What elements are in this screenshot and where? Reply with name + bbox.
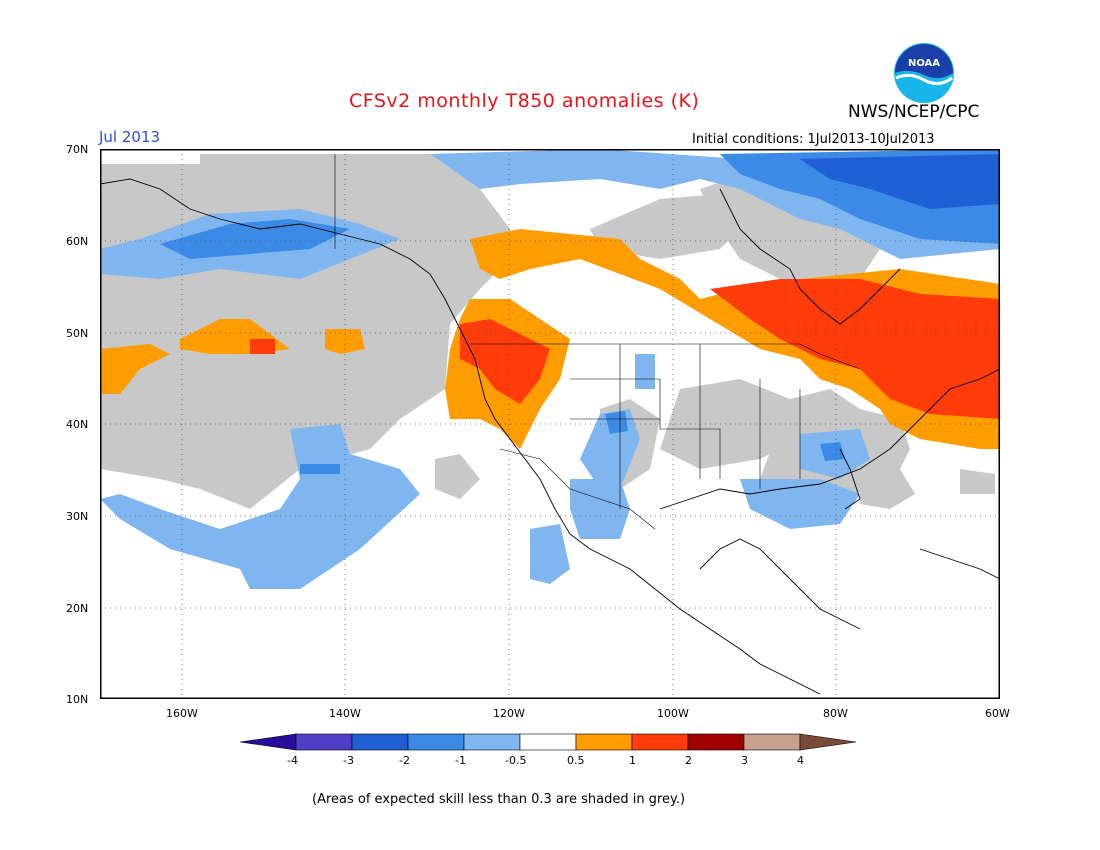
- colorbar-label-neg1: -1: [455, 754, 466, 767]
- colorbar-segment-7: [631, 733, 689, 751]
- noaa-logo-text: NOAA: [908, 58, 940, 69]
- colorbar-segment-2: [351, 733, 409, 751]
- lat-label-10n: 10N: [66, 693, 89, 706]
- anomaly-map: [100, 149, 1000, 699]
- colorbar-label-neg3: -3: [343, 754, 354, 767]
- lon-label-80w: 80W: [823, 707, 848, 720]
- lat-label-70n: 70N: [66, 143, 89, 156]
- colorbar-segment-4: [463, 733, 521, 751]
- colorbar-label-2: 2: [685, 754, 692, 767]
- coastlines: [100, 178, 1000, 695]
- colorbar-segment-3: [407, 733, 465, 751]
- lon-label-120w: 120W: [493, 707, 525, 720]
- colorbar-segment-6: [575, 733, 633, 751]
- lon-label-140w: 140W: [329, 707, 361, 720]
- colorbar-segment-gt-4: [799, 733, 857, 751]
- lat-label-20n: 20N: [66, 602, 89, 615]
- skill-footnote: (Areas of expected skill less than 0.3 a…: [312, 792, 686, 807]
- colorbar-segment-8: [687, 733, 745, 751]
- colorbar-label-neg2: -2: [399, 754, 410, 767]
- colorbar: [239, 733, 857, 751]
- lon-label-100w: 100W: [657, 707, 689, 720]
- colorbar-label-4: 4: [797, 754, 804, 767]
- noaa-logo: NOAA: [894, 43, 954, 103]
- lon-label-160w: 160W: [166, 707, 198, 720]
- agency-label: NWS/NCEP/CPC: [848, 102, 980, 122]
- colorbar-label-1: 1: [629, 754, 636, 767]
- negative-anomaly-areas: [100, 149, 1000, 589]
- lat-label-60n: 60N: [66, 235, 89, 248]
- month-label: Jul 2013: [99, 128, 161, 146]
- colorbar-label-3: 3: [741, 754, 748, 767]
- chart-title: CFSv2 monthly T850 anomalies (K): [349, 90, 700, 112]
- colorbar-segment-9: [743, 733, 801, 751]
- lat-label-50n: 50N: [66, 327, 89, 340]
- colorbar-segment-5: [519, 733, 577, 751]
- colorbar-segment-lt-4: [239, 733, 297, 751]
- initial-conditions-label: Initial conditions: 1Jul2013-10Jul2013: [692, 132, 935, 147]
- map-frame: [100, 149, 1000, 699]
- political-borders: [334, 154, 861, 530]
- colorbar-segment-1: [295, 733, 353, 751]
- lat-label-40n: 40N: [66, 418, 89, 431]
- colorbar-label-neg05: -0.5: [505, 754, 527, 767]
- lat-label-30n: 30N: [66, 510, 89, 523]
- graticule: [100, 149, 1000, 699]
- lon-label-60w: 60W: [985, 707, 1010, 720]
- colorbar-label-05: 0.5: [567, 754, 585, 767]
- positive-anomaly-areas: [100, 229, 1000, 449]
- colorbar-label-neg4: -4: [287, 754, 298, 767]
